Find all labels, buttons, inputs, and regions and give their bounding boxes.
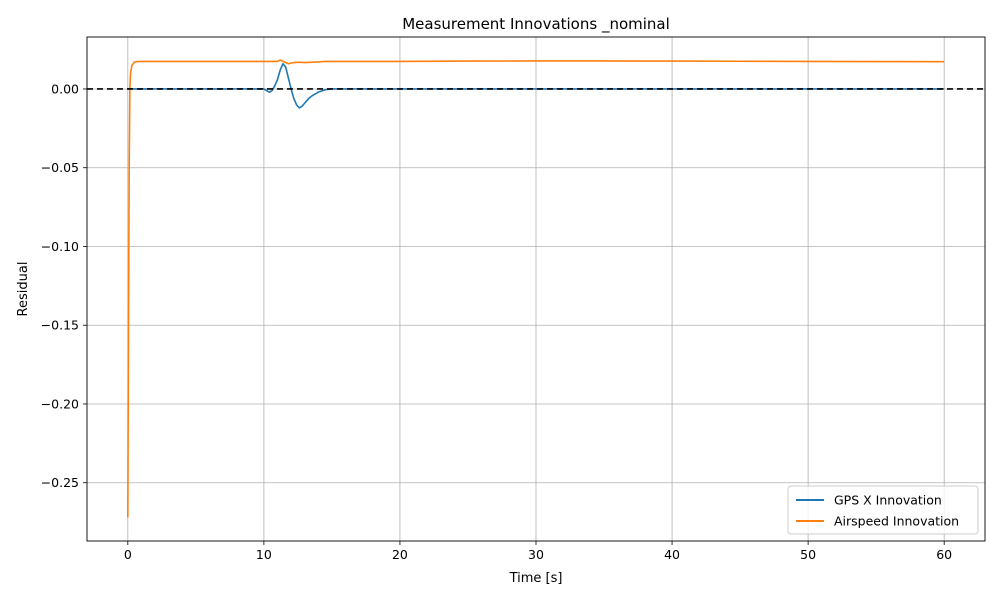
x-axis-label: Time [s] bbox=[509, 571, 563, 586]
plot-area bbox=[87, 59, 985, 518]
legend: GPS X Innovation Airspeed Innovation bbox=[787, 485, 979, 535]
x-tick-label: 40 bbox=[664, 547, 680, 562]
legend-box bbox=[787, 485, 979, 535]
x-tick-label: 30 bbox=[528, 547, 544, 562]
y-tick-label: −0.25 bbox=[41, 475, 79, 490]
legend-label-gps-x: GPS X Innovation bbox=[834, 493, 942, 508]
y-tick-label: −0.20 bbox=[41, 396, 79, 411]
x-tick-label: 20 bbox=[392, 547, 408, 562]
y-axis-label: Residual bbox=[16, 262, 31, 317]
x-tick-label: 50 bbox=[800, 547, 816, 562]
y-tick-label: −0.05 bbox=[41, 160, 79, 175]
x-axis-ticks: 0 10 20 30 40 50 60 bbox=[124, 541, 952, 562]
x-tick-label: 10 bbox=[256, 547, 272, 562]
x-tick-label: 0 bbox=[124, 547, 132, 562]
y-tick-label: −0.10 bbox=[41, 239, 79, 254]
y-tick-label: −0.15 bbox=[41, 318, 79, 333]
y-tick-label: 0.00 bbox=[51, 81, 79, 96]
legend-label-airspeed: Airspeed Innovation bbox=[834, 514, 959, 529]
axes-frame bbox=[86, 36, 986, 542]
x-tick-label: 60 bbox=[936, 547, 952, 562]
chart-title: Measurement Innovations _nominal bbox=[402, 15, 670, 34]
y-axis-ticks: 0.00 −0.05 −0.10 −0.15 −0.20 −0.25 bbox=[41, 81, 87, 490]
series-line-airspeed-innovation bbox=[127, 59, 945, 518]
